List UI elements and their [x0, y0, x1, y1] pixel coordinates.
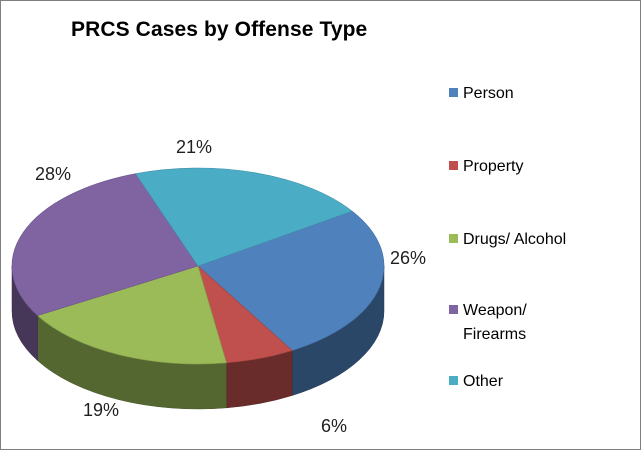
- legend-swatch-other: [449, 376, 458, 385]
- legend-label-other: Other: [463, 370, 573, 394]
- legend: Person Property Drugs/ Alcohol Weapon/ F…: [449, 1, 639, 449]
- legend-swatch-person: [449, 88, 458, 97]
- data-label-property: 6%: [321, 416, 347, 437]
- legend-label-weapon-firearms: Weapon/ Firearms: [463, 299, 573, 347]
- data-label-drugs-alcohol: 19%: [83, 400, 119, 421]
- data-label-person: 26%: [390, 248, 426, 269]
- data-label-other: 21%: [176, 137, 212, 158]
- legend-item-weapon-firearms: Weapon/ Firearms: [449, 299, 573, 347]
- legend-item-drugs-alcohol: Drugs/ Alcohol: [449, 228, 573, 252]
- data-label-weapon-firearms: 28%: [35, 164, 71, 185]
- legend-item-property: Property: [449, 155, 573, 179]
- legend-swatch-property: [449, 161, 458, 170]
- legend-swatch-weapon-firearms: [449, 305, 458, 314]
- legend-item-person: Person: [449, 82, 573, 106]
- legend-label-person: Person: [463, 82, 573, 106]
- legend-swatch-drugs-alcohol: [449, 234, 458, 243]
- legend-label-drugs-alcohol: Drugs/ Alcohol: [463, 228, 573, 252]
- legend-label-property: Property: [463, 155, 573, 179]
- legend-item-other: Other: [449, 370, 573, 394]
